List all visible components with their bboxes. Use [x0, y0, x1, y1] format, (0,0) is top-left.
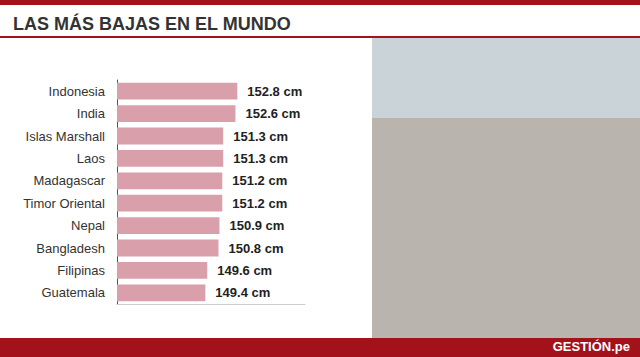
svg-text:GESTIÓN.pe: GESTIÓN.pe	[553, 339, 630, 354]
svg-text:Nepal: Nepal	[71, 218, 105, 233]
svg-text:Guatemala: Guatemala	[41, 285, 105, 300]
svg-text:150.8 cm: 150.8 cm	[229, 241, 284, 256]
svg-text:149.4 cm: 149.4 cm	[215, 285, 270, 300]
svg-text:151.3 cm: 151.3 cm	[233, 129, 288, 144]
svg-text:152.8 cm: 152.8 cm	[247, 84, 302, 99]
svg-text:Filipinas: Filipinas	[57, 263, 105, 278]
svg-text:152.6 cm: 152.6 cm	[245, 106, 300, 121]
svg-text:Indonesia: Indonesia	[49, 84, 106, 99]
svg-text:150.9 cm: 150.9 cm	[229, 218, 284, 233]
svg-text:151.2 cm: 151.2 cm	[232, 173, 287, 188]
svg-text:Laos: Laos	[77, 151, 106, 166]
svg-text:151.3 cm: 151.3 cm	[233, 151, 288, 166]
svg-text:LAS MÁS BAJAS EN EL MUNDO: LAS MÁS BAJAS EN EL MUNDO	[13, 13, 291, 34]
svg-text:149.6 cm: 149.6 cm	[217, 263, 272, 278]
svg-text:Madagascar: Madagascar	[33, 173, 105, 188]
svg-text:Bangladesh: Bangladesh	[36, 241, 105, 256]
svg-text:India: India	[77, 106, 106, 121]
svg-text:151.2 cm: 151.2 cm	[232, 196, 287, 211]
svg-text:Islas Marshall: Islas Marshall	[26, 129, 106, 144]
svg-text:Timor Oriental: Timor Oriental	[23, 196, 105, 211]
